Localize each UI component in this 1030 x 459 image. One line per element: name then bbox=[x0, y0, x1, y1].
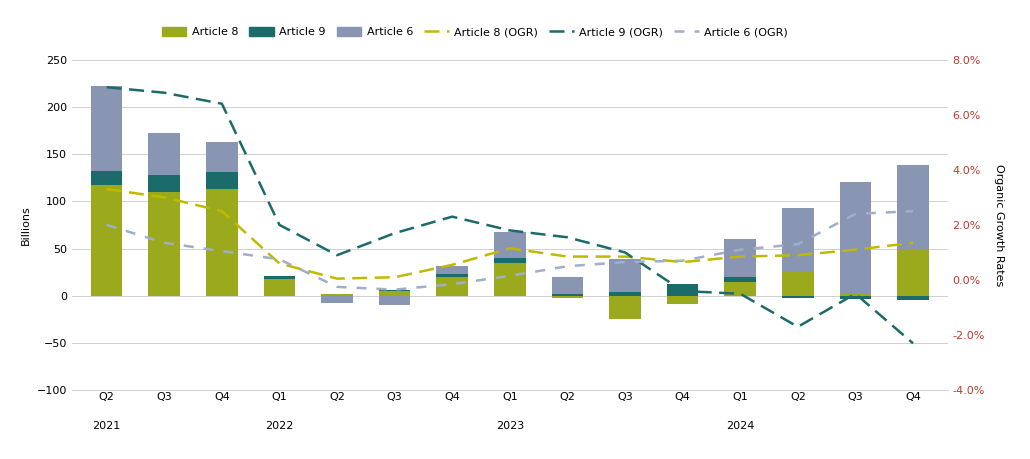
Article 8 (OGR) bbox=[101, 186, 113, 192]
Article 6 (OGR) bbox=[331, 284, 343, 290]
Article 8 (OGR) bbox=[677, 259, 689, 265]
Article 9 (OGR) bbox=[273, 222, 285, 228]
Bar bbox=[379, 290, 411, 291]
Article 9 (OGR) bbox=[734, 291, 747, 297]
Bar bbox=[437, 267, 468, 274]
Article 9 (OGR) bbox=[331, 252, 343, 258]
Article 9 (OGR) bbox=[101, 84, 113, 90]
Y-axis label: Billions: Billions bbox=[22, 205, 31, 245]
Bar bbox=[666, 285, 698, 296]
Article 9 (OGR) bbox=[388, 230, 401, 236]
Text: 2022: 2022 bbox=[266, 421, 294, 431]
Bar bbox=[782, 296, 814, 297]
Text: 2023: 2023 bbox=[495, 421, 524, 431]
Article 8 (OGR) bbox=[734, 254, 747, 259]
Bar bbox=[609, 259, 641, 292]
Bar bbox=[206, 142, 238, 172]
Bar bbox=[148, 133, 180, 175]
Bar bbox=[206, 172, 238, 189]
Article 8 (OGR) bbox=[906, 240, 919, 246]
Bar bbox=[666, 296, 698, 303]
Bar bbox=[897, 165, 929, 248]
Bar bbox=[897, 296, 929, 301]
Bar bbox=[666, 303, 698, 304]
Text: 2021: 2021 bbox=[93, 421, 121, 431]
Bar bbox=[552, 294, 583, 296]
Article 8 (OGR) bbox=[561, 254, 574, 259]
Bar bbox=[782, 208, 814, 272]
Article 6 (OGR) bbox=[446, 281, 458, 287]
Article 8 (OGR) bbox=[388, 274, 401, 280]
Article 6 (OGR) bbox=[677, 258, 689, 263]
Article 6 (OGR) bbox=[734, 247, 747, 252]
Bar bbox=[782, 272, 814, 296]
Bar bbox=[494, 258, 525, 263]
Article 6 (OGR) bbox=[792, 241, 804, 247]
Article 9 (OGR) bbox=[619, 250, 631, 255]
Article 6 (OGR) bbox=[215, 248, 228, 254]
Bar bbox=[609, 296, 641, 319]
Article 8 (OGR) bbox=[215, 208, 228, 214]
Bar bbox=[552, 277, 583, 294]
Article 6 (OGR) bbox=[561, 263, 574, 269]
Bar bbox=[724, 281, 756, 296]
Article 8 (OGR) bbox=[619, 254, 631, 259]
Bar bbox=[494, 231, 525, 258]
Bar bbox=[379, 296, 411, 305]
Bar bbox=[91, 185, 123, 296]
Article 8 (OGR) bbox=[792, 252, 804, 258]
Bar bbox=[264, 279, 296, 296]
Bar bbox=[148, 175, 180, 192]
Bar bbox=[321, 294, 353, 296]
Article 9 (OGR) bbox=[792, 324, 804, 330]
Line: Article 9 (OGR): Article 9 (OGR) bbox=[107, 87, 913, 343]
Bar bbox=[264, 276, 296, 279]
Article 9 (OGR) bbox=[677, 288, 689, 294]
Article 9 (OGR) bbox=[446, 214, 458, 219]
Y-axis label: Organic Growth Rates: Organic Growth Rates bbox=[994, 164, 1004, 286]
Bar bbox=[91, 171, 123, 185]
Article 9 (OGR) bbox=[158, 90, 170, 95]
Article 6 (OGR) bbox=[906, 208, 919, 214]
Article 8 (OGR) bbox=[273, 261, 285, 266]
Article 6 (OGR) bbox=[158, 240, 170, 246]
Article 6 (OGR) bbox=[273, 257, 285, 262]
Article 8 (OGR) bbox=[446, 262, 458, 268]
Article 8 (OGR) bbox=[504, 246, 516, 251]
Article 6 (OGR) bbox=[850, 211, 862, 217]
Bar bbox=[609, 292, 641, 296]
Article 6 (OGR) bbox=[101, 222, 113, 228]
Article 8 (OGR) bbox=[850, 247, 862, 252]
Article 9 (OGR) bbox=[906, 341, 919, 346]
Bar bbox=[437, 274, 468, 277]
Bar bbox=[724, 239, 756, 277]
Article 9 (OGR) bbox=[504, 228, 516, 233]
Bar bbox=[897, 248, 929, 296]
Legend: Article 8, Article 9, Article 6, Article 8 (OGR), Article 9 (OGR), Article 6 (OG: Article 8, Article 9, Article 6, Article… bbox=[158, 22, 792, 42]
Article 6 (OGR) bbox=[619, 259, 631, 265]
Bar bbox=[839, 182, 871, 294]
Line: Article 6 (OGR): Article 6 (OGR) bbox=[107, 211, 913, 290]
Article 9 (OGR) bbox=[561, 235, 574, 240]
Article 8 (OGR) bbox=[331, 276, 343, 281]
Article 6 (OGR) bbox=[388, 287, 401, 292]
Bar bbox=[91, 86, 123, 171]
Bar bbox=[839, 296, 871, 298]
Line: Article 8 (OGR): Article 8 (OGR) bbox=[107, 189, 913, 279]
Bar bbox=[839, 294, 871, 296]
Article 6 (OGR) bbox=[504, 273, 516, 279]
Article 9 (OGR) bbox=[850, 291, 862, 297]
Bar bbox=[206, 189, 238, 296]
Bar bbox=[379, 291, 411, 296]
Article 8 (OGR) bbox=[158, 195, 170, 200]
Bar bbox=[437, 277, 468, 296]
Text: 2024: 2024 bbox=[726, 421, 754, 431]
Bar bbox=[494, 263, 525, 296]
Bar bbox=[148, 192, 180, 296]
Article 9 (OGR) bbox=[215, 101, 228, 106]
Bar bbox=[552, 296, 583, 297]
Bar bbox=[724, 277, 756, 281]
Bar bbox=[321, 296, 353, 303]
